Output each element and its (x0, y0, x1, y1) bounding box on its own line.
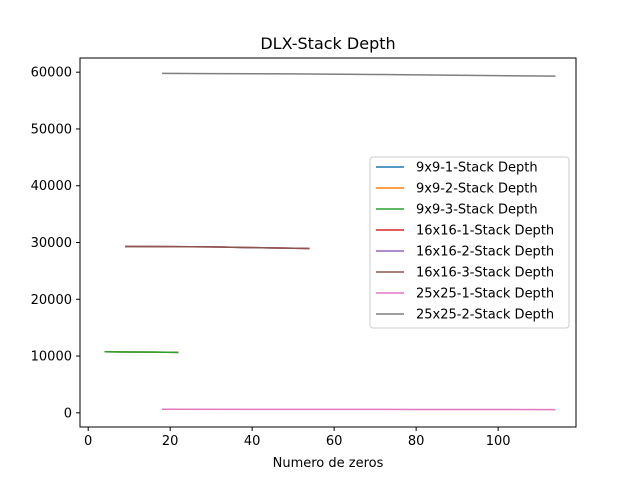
legend-label: 25x25-2-Stack Depth (416, 308, 554, 323)
legend-label: 16x16-1-Stack Depth (416, 224, 554, 239)
legend-label: 16x16-3-Stack Depth (416, 266, 554, 281)
legend-label: 9x9-3-Stack Depth (416, 203, 538, 218)
y-tick-label: 30000 (31, 236, 72, 251)
x-axis: 0 20 40 60 80 100 (84, 427, 511, 449)
plot-lines (104, 72, 556, 411)
legend: 9x9-1-Stack Depth 9x9-2-Stack Depth 9x9-3-… (369, 156, 570, 329)
x-tick-label: 20 (162, 434, 179, 449)
legend-label: 9x9-2-Stack Depth (416, 182, 538, 197)
plot-frame (79, 57, 577, 428)
series-line-3 (104, 351, 179, 354)
x-tick-label: 40 (244, 434, 261, 449)
y-tick-label: 0 (64, 406, 72, 421)
x-axis-title: Numero de zeros (273, 456, 384, 471)
x-tick-label: 100 (486, 434, 511, 449)
x-tick-label: 0 (84, 434, 92, 449)
series-line-6 (125, 245, 310, 250)
y-tick-label: 50000 (31, 122, 72, 137)
legend-label: 25x25-1-Stack Depth (416, 287, 554, 302)
x-tick-label: 60 (326, 434, 343, 449)
y-tick-label: 20000 (31, 293, 72, 308)
x-tick-label: 80 (408, 434, 425, 449)
legend-label: 16x16-2-Stack Depth (416, 245, 554, 260)
legend-box (369, 156, 570, 329)
series-line-8 (161, 72, 556, 77)
y-tick-label: 60000 (31, 66, 72, 81)
y-tick-label: 10000 (31, 350, 72, 365)
chart-title: DLX-Stack Depth (260, 34, 395, 53)
y-tick-label: 40000 (31, 179, 72, 194)
legend-label: 9x9-1-Stack Depth (416, 161, 538, 176)
y-axis: 0 10000 20000 30000 40000 50000 60000 (31, 66, 80, 421)
